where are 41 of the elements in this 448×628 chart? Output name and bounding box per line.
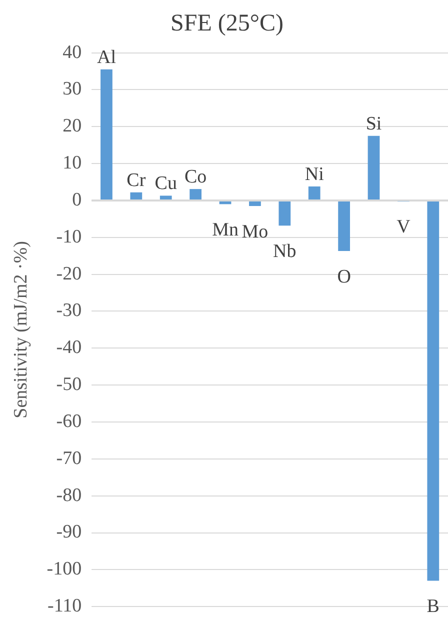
bar [427, 201, 440, 581]
y-tick-label: -70 [56, 448, 82, 469]
y-tick-label: -90 [56, 522, 82, 543]
bar [130, 192, 142, 200]
bar [190, 189, 202, 200]
y-tick-label: -10 [56, 226, 82, 248]
y-tick-label: -20 [56, 263, 82, 284]
y-tick-label: -60 [56, 410, 82, 432]
bar [368, 136, 380, 200]
y-axis-title: Sensitivity (mJ/m2 ·%) [10, 241, 32, 418]
bar [308, 186, 320, 200]
chart-title: SFE (25°C) [170, 10, 284, 37]
bar [278, 201, 291, 226]
x-tick-label: Nb [273, 241, 296, 262]
y-tick-label: -50 [56, 374, 82, 396]
bar [100, 69, 112, 200]
x-tick-label: Cr [126, 170, 146, 191]
y-tick-label: 20 [62, 116, 82, 137]
y-tick-label: 30 [62, 78, 82, 100]
x-tick-label: Al [96, 46, 116, 68]
y-tick-label: 40 [62, 42, 82, 63]
y-tick-label: 0 [72, 189, 82, 210]
y-tick-label: -80 [56, 484, 82, 506]
x-tick-label: Mo [242, 222, 268, 242]
x-tick-label: Si [366, 113, 382, 134]
x-tick-label: B [426, 596, 440, 618]
x-tick-label: Cu [154, 173, 178, 194]
x-tick-label: V [396, 216, 411, 238]
y-tick-label: -30 [56, 300, 82, 322]
bar [219, 201, 232, 204]
y-tick-label: 10 [62, 152, 82, 174]
y-tick-label: -40 [56, 337, 82, 358]
y-tick-label: -100 [46, 558, 82, 580]
x-tick-label: Co [184, 166, 207, 188]
bar [249, 201, 261, 206]
y-tick-label: -110 [48, 596, 82, 617]
bar [160, 196, 172, 200]
x-tick-label: O [337, 266, 351, 288]
x-tick-label: Mn [212, 220, 239, 241]
bar [338, 201, 350, 252]
x-tick-label: Ni [304, 164, 324, 185]
